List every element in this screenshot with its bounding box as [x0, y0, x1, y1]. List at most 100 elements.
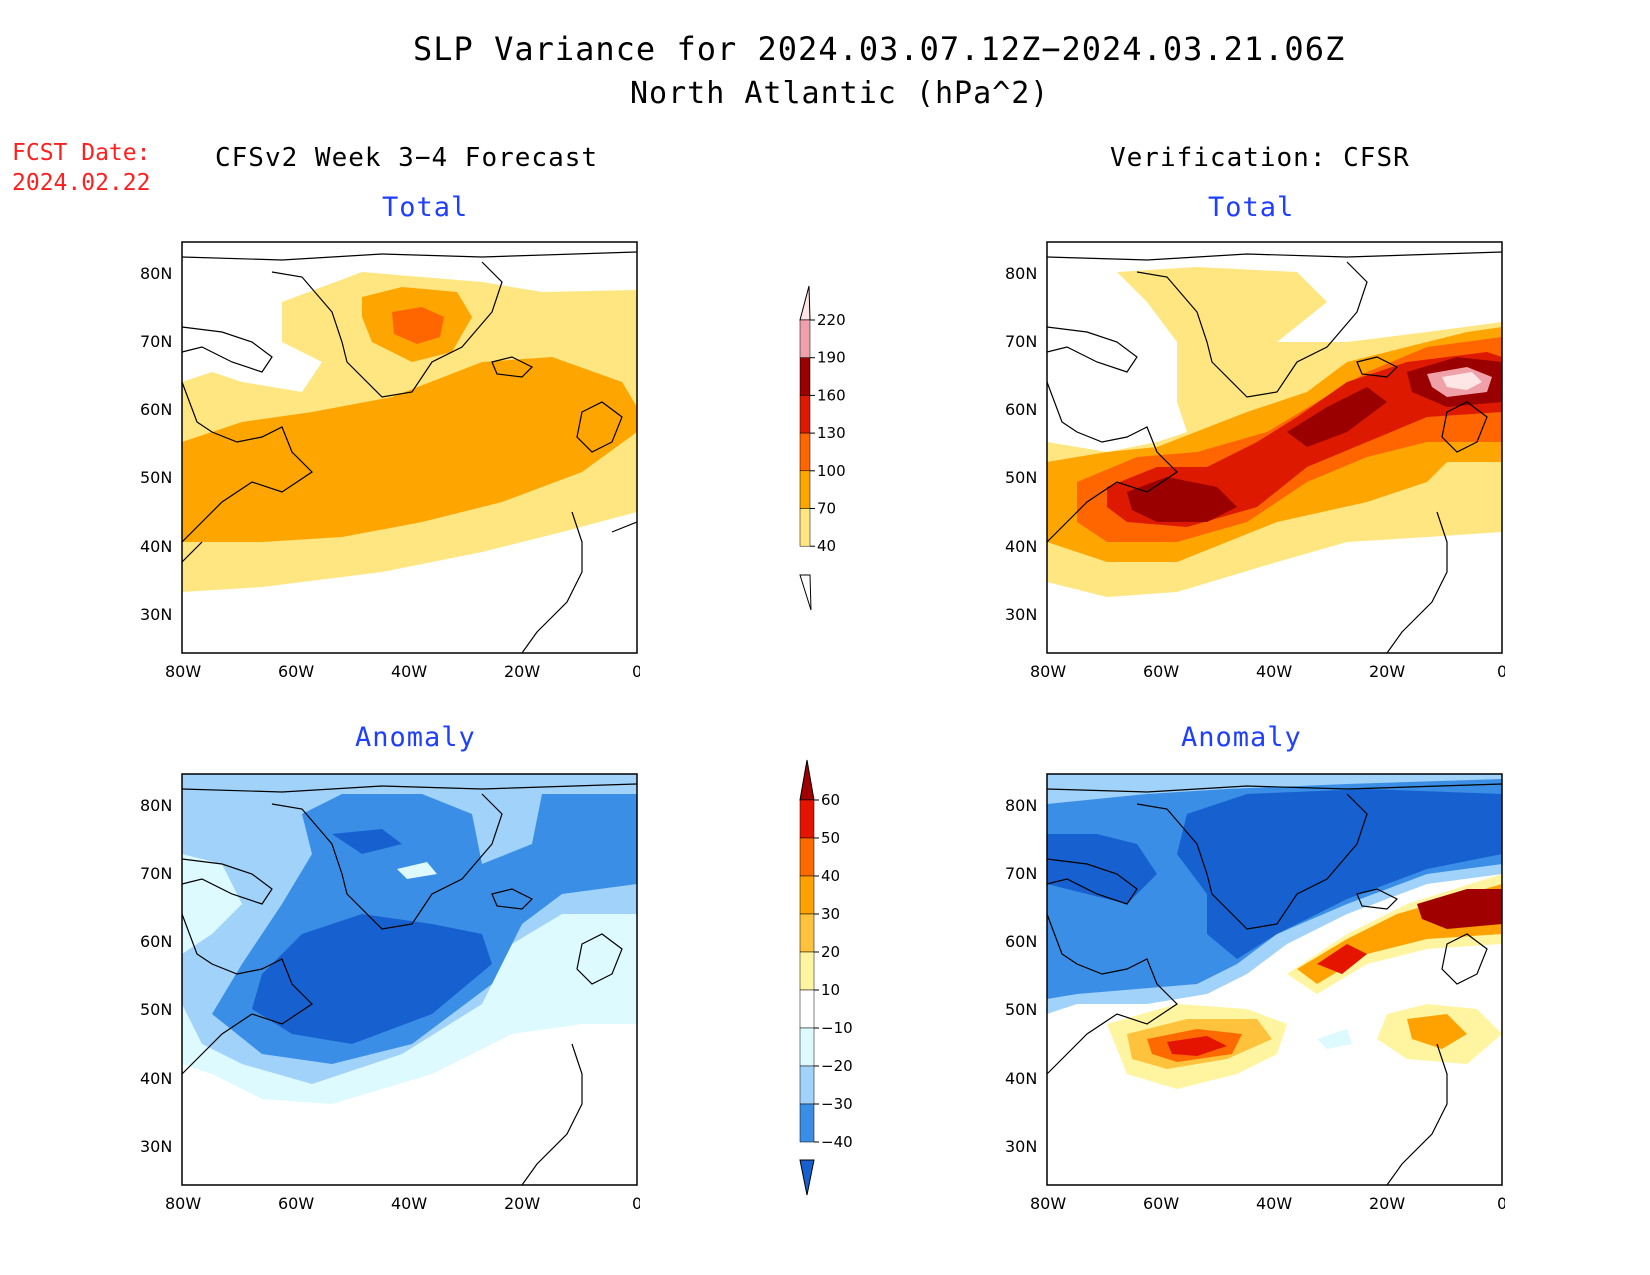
colorbar-swatch	[799, 837, 815, 877]
forecast-anomaly-title: Anomaly	[355, 722, 476, 753]
contour-100	[392, 307, 444, 344]
contour-pos60	[1417, 889, 1502, 929]
lat-axis: 80N 70N 60N 50N 40N 30N	[140, 796, 172, 1156]
colorbar-swatch	[799, 875, 815, 915]
total-colorbar-svg: 220 190 160 130 100 70 40	[799, 285, 846, 611]
colorbar-label: 30	[821, 905, 840, 923]
verification-total-map: 80N 70N 60N 50N 40N 30N 80W 60W 40W 20W …	[985, 238, 1507, 698]
verification-total-svg: 80N 70N 60N 50N 40N 30N 80W 60W 40W 20W …	[1005, 241, 1507, 681]
lon-axis: 80W 60W 40W 20W 0	[1030, 662, 1507, 681]
lon-label: 40W	[391, 1194, 427, 1213]
coastlines	[1046, 251, 1503, 654]
left-column-header: CFSv2 Week 3−4 Forecast	[215, 143, 599, 173]
total-colorbar: 220 190 160 130 100 70 40	[790, 280, 890, 620]
lon-label: 20W	[1369, 662, 1405, 681]
verification-total-title: Total	[1208, 192, 1295, 223]
colorbar-label: 60	[821, 791, 840, 809]
lat-label: 80N	[1005, 264, 1037, 283]
colorbar-label: −20	[821, 1057, 853, 1075]
lat-label: 80N	[1005, 796, 1037, 815]
lat-label: 40N	[140, 1069, 172, 1088]
lon-label: 60W	[1143, 662, 1179, 681]
lat-axis: 80N 70N 60N 50N 40N 30N	[1005, 796, 1037, 1156]
lat-label: 70N	[1005, 864, 1037, 883]
contour-160	[1127, 477, 1237, 522]
lat-label: 60N	[140, 400, 172, 419]
lat-label: 40N	[1005, 1069, 1037, 1088]
lon-label: 40W	[1256, 1194, 1292, 1213]
colorbar-swatch	[799, 1065, 815, 1105]
lon-label: 60W	[278, 662, 314, 681]
cbar-top-tip	[799, 285, 811, 321]
lon-axis: 80W 60W 40W 20W 0	[165, 1194, 642, 1213]
verification-anomaly-map: 80N 70N 60N 50N 40N 30N 80W 60W 40W 20W …	[985, 770, 1507, 1230]
colorbar-swatch	[799, 799, 815, 839]
forecast-anomaly-svg: 80N 70N 60N 50N 40N 30N 80W 60W 40W 20W …	[140, 773, 642, 1213]
lon-label: 60W	[278, 1194, 314, 1213]
lon-label: 0	[1497, 662, 1505, 681]
lat-label: 70N	[140, 332, 172, 351]
contour-160-b	[1287, 387, 1387, 447]
lat-label: 40N	[1005, 537, 1037, 556]
colorbar-swatch	[799, 357, 811, 396]
forecast-total-title: Total	[382, 192, 469, 223]
forecast-total-map: 80N 70N 60N 50N 40N 30N 80W 60W 40W 20W …	[120, 238, 642, 698]
cbar-bottom-tip	[799, 1159, 815, 1196]
contour-pos40	[1167, 1036, 1227, 1056]
colorbar-swatch	[799, 395, 811, 434]
colorbar-label: 130	[817, 424, 846, 442]
contour-neg40-north	[332, 829, 402, 854]
lon-label: 20W	[504, 662, 540, 681]
colorbar-label: 70	[817, 500, 836, 518]
colorbar-label: 40	[821, 867, 840, 885]
lon-label: 40W	[391, 662, 427, 681]
colorbar-swatch	[799, 1027, 815, 1067]
lon-label: 80W	[1030, 662, 1066, 681]
lat-label: 50N	[1005, 468, 1037, 487]
figure-subtitle: North Atlantic (hPa^2)	[630, 76, 1050, 111]
colorbar-swatch	[799, 508, 811, 547]
figure-title: SLP Variance for 2024.03.07.12Z−2024.03.…	[413, 30, 1346, 68]
colorbar-label: 160	[817, 386, 846, 404]
colorbar-label: −40	[821, 1133, 853, 1151]
contour-pale-hole	[397, 862, 437, 879]
coastlines	[181, 783, 638, 1186]
cbar-bottom-tip	[799, 574, 812, 611]
colorbar-swatch	[799, 913, 815, 953]
lon-label: 0	[632, 1194, 640, 1213]
colorbar-swatch	[799, 319, 811, 358]
lon-label: 80W	[1030, 1194, 1066, 1213]
lon-label: 20W	[504, 1194, 540, 1213]
colorbar-swatch	[799, 432, 811, 472]
colorbar-label: 220	[817, 311, 846, 329]
contour-pos-east	[1407, 1014, 1467, 1049]
contour-220	[1442, 372, 1482, 390]
lon-label: 0	[632, 662, 640, 681]
lat-label: 80N	[140, 264, 172, 283]
colorbar-label: 40	[817, 537, 836, 555]
colorbar-label: 10	[821, 981, 840, 999]
colorbar-label: 190	[817, 349, 846, 367]
coastlines	[1046, 783, 1503, 1186]
lon-axis: 80W 60W 40W 20W 0	[1030, 1194, 1507, 1213]
forecast-anomaly-map: 80N 70N 60N 50N 40N 30N 80W 60W 40W 20W …	[120, 770, 642, 1230]
contour-neg10-patch	[1317, 1029, 1352, 1049]
verification-anomaly-title: Anomaly	[1181, 722, 1302, 753]
lat-axis: 80N 70N 60N 50N 40N 30N	[140, 264, 172, 624]
forecast-total-svg: 80N 70N 60N 50N 40N 30N 80W 60W 40W 20W …	[140, 241, 642, 681]
lat-label: 70N	[140, 864, 172, 883]
lat-label: 40N	[140, 537, 172, 556]
lat-label: 80N	[140, 796, 172, 815]
contour-neg40	[1177, 789, 1502, 959]
anomaly-colorbar: 60 50 40 30 20 10 −10 −20 −30 −40	[790, 755, 890, 1215]
lon-label: 60W	[1143, 1194, 1179, 1213]
coastlines	[181, 251, 638, 654]
lon-axis: 80W 60W 40W 20W 0	[165, 662, 642, 681]
right-column-header: Verification: CFSR	[1110, 143, 1410, 173]
lat-label: 30N	[1005, 605, 1037, 624]
colorbar-label: 20	[821, 943, 840, 961]
colorbar-swatch	[799, 951, 815, 991]
fcst-date-value: 2024.02.22	[12, 170, 151, 196]
lon-label: 80W	[165, 1194, 201, 1213]
lat-label: 50N	[140, 1000, 172, 1019]
